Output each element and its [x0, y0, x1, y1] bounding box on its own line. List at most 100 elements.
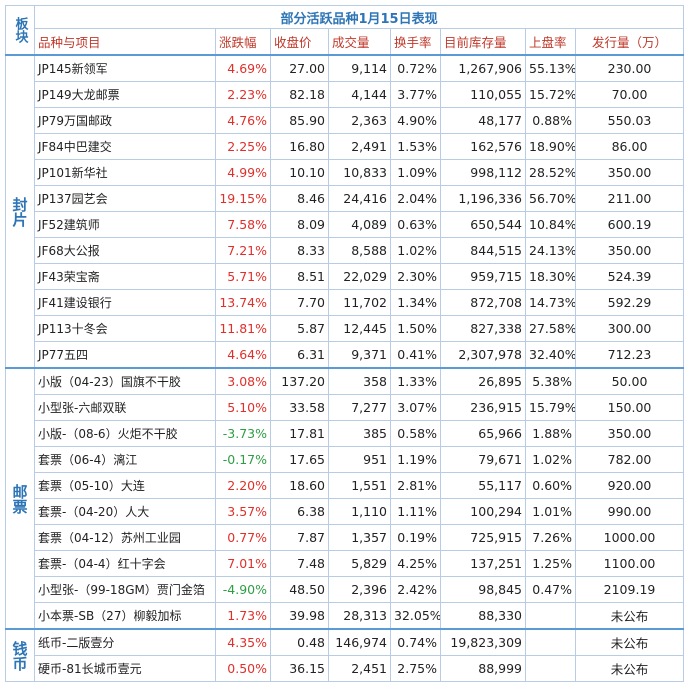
data-row: JF41建设银行 13.74% 7.70 11,702 1.34% 872,708 14.7…: [6, 289, 685, 316]
data-cell: -0.17%: [215, 446, 271, 473]
data-cell: 33.58: [270, 394, 329, 421]
data-cell: JF41建设银行: [34, 289, 216, 316]
data-cell: 1.34%: [390, 289, 441, 316]
data-cell: 600.19: [574, 211, 685, 238]
data-cell: 9,371: [328, 341, 391, 369]
market-table: 板块 部分活跃品种1月15日表现 品种与项目 涨跌幅 收盘价 成交量 换手率 目前库存量 上盘率…: [5, 5, 685, 682]
data-cell: 28,313: [328, 602, 391, 630]
data-cell: 350.00: [574, 159, 685, 186]
data-cell: 2,363: [328, 107, 391, 134]
data-cell: 硬币-81长城币壹元: [34, 655, 216, 682]
data-cell: 50.00: [574, 367, 685, 395]
data-cell: 1.25%: [525, 550, 576, 577]
data-cell: -3.73%: [215, 420, 271, 447]
data-cell: 0.63%: [390, 211, 441, 238]
data-cell: 5.10%: [215, 394, 271, 421]
data-row: JF68大公报 7.21% 8.33 8,588 1.02% 844,515 24.13% 3…: [6, 237, 685, 264]
data-cell: 小型张-（99-18GM）贾门金箔: [34, 576, 216, 603]
data-row: 钱币 纸币-二版壹分 4.35% 0.48 146,974 0.74% 19,823,309…: [5, 628, 685, 682]
data-cell: 146,974: [328, 628, 391, 656]
data-cell: 0.72%: [390, 54, 441, 82]
data-cell: 82.18: [270, 81, 329, 108]
data-cell: 55,117: [440, 472, 526, 499]
header-cell: 上盘率: [525, 28, 576, 56]
data-cell: 9,114: [328, 54, 391, 82]
group-label: 钱币: [5, 628, 35, 682]
data-cell: 48,177: [440, 107, 526, 134]
data-cell: 0.74%: [390, 628, 441, 656]
data-row: JP101新华社 4.99% 10.10 10,833 1.09% 998,112 28.5…: [6, 159, 685, 186]
data-cell: 650,544: [440, 211, 526, 238]
header-cell: 发行量（万）: [574, 28, 685, 56]
data-cell: 79,671: [440, 446, 526, 473]
data-cell: [525, 628, 576, 656]
data-row: JP79万国邮政 4.76% 85.90 2,363 4.90% 48,177 0.88% 5…: [6, 107, 685, 134]
data-cell: 725,915: [440, 524, 526, 551]
data-cell: 1,357: [328, 524, 391, 551]
data-cell: JP145新领军: [34, 54, 216, 82]
data-cell: 24.13%: [525, 237, 576, 264]
data-cell: 3.07%: [390, 394, 441, 421]
data-cell: 7.58%: [215, 211, 271, 238]
data-cell: 11.81%: [215, 315, 271, 342]
data-cell: 1,196,336: [440, 185, 526, 212]
data-cell: 7.48: [270, 550, 329, 577]
data-cell: 137.20: [270, 367, 329, 395]
data-cell: 1,267,906: [440, 54, 526, 82]
data-cell: 8.51: [270, 263, 329, 290]
data-cell: 5.38%: [525, 367, 576, 395]
data-cell: 1.88%: [525, 420, 576, 447]
group-label: 封片: [5, 54, 35, 369]
data-cell: 592.29: [574, 289, 685, 316]
data-cell: 0.47%: [525, 576, 576, 603]
data-cell: JP149大龙邮票: [34, 81, 216, 108]
data-cell: 小本票-SB（27）柳毅加标: [34, 602, 216, 630]
data-cell: 998,112: [440, 159, 526, 186]
data-row: JP113十冬会 11.81% 5.87 12,445 1.50% 827,338 27.5…: [6, 315, 685, 342]
data-cell: 4.64%: [215, 341, 271, 369]
data-cell: 137,251: [440, 550, 526, 577]
data-cell: 15.72%: [525, 81, 576, 108]
data-cell: 3.08%: [215, 367, 271, 395]
data-cell: 套票-（04-4）红十字会: [34, 550, 216, 577]
data-cell: 2.04%: [390, 185, 441, 212]
data-cell: -4.90%: [215, 576, 271, 603]
data-cell: 782.00: [574, 446, 685, 473]
data-cell: 15.79%: [525, 394, 576, 421]
data-cell: 48.50: [270, 576, 329, 603]
data-cell: 0.60%: [525, 472, 576, 499]
data-cell: 10,833: [328, 159, 391, 186]
data-cell: 1.19%: [390, 446, 441, 473]
header-cell: 收盘价: [270, 28, 329, 56]
data-cell: 18.60: [270, 472, 329, 499]
data-cell: 2.25%: [215, 133, 271, 160]
data-row: JF84中巴建交 2.25% 16.80 2,491 1.53% 162,576 18.90…: [6, 133, 685, 160]
data-cell: 1.50%: [390, 315, 441, 342]
data-cell: 11,702: [328, 289, 391, 316]
data-cell: 4.76%: [215, 107, 271, 134]
data-cell: 32.40%: [525, 341, 576, 369]
data-cell: 12,445: [328, 315, 391, 342]
data-cell: 56.70%: [525, 185, 576, 212]
data-cell: 2,396: [328, 576, 391, 603]
data-cell: [525, 655, 576, 682]
data-cell: 230.00: [574, 54, 685, 82]
header-cell: 换手率: [390, 28, 441, 56]
data-row: JF43荣宝斋 5.71% 8.51 22,029 2.30% 959,715 18.30%…: [6, 263, 685, 290]
data-row: 套票-（04-20）人大 3.57% 6.38 1,110 1.11% 100,294 1.…: [6, 498, 685, 525]
data-cell: 0.77%: [215, 524, 271, 551]
data-row: 小版-（08-6）火炬不干胶 -3.73% 17.81 385 0.58% 65,966 1…: [6, 420, 685, 447]
data-row: JF52建筑师 7.58% 8.09 4,089 0.63% 650,544 10.84% 6…: [6, 211, 685, 238]
table-title: 部分活跃品种1月15日表现: [33, 5, 685, 29]
title-row: 板块 部分活跃品种1月15日表现: [5, 5, 685, 56]
data-cell: 27.00: [270, 54, 329, 82]
data-cell: JF52建筑师: [34, 211, 216, 238]
data-cell: 920.00: [574, 472, 685, 499]
data-cell: JP77五四: [34, 341, 216, 369]
data-cell: 1.02%: [390, 237, 441, 264]
data-cell: 14.73%: [525, 289, 576, 316]
data-cell: 0.58%: [390, 420, 441, 447]
data-row: 邮票 小版（04-23）国旗不干胶 3.08% 137.20 358 1.33% 26,89…: [5, 367, 685, 630]
data-row: 小型张-六邮双联 5.10% 33.58 7,277 3.07% 236,915 15.79…: [6, 394, 685, 421]
